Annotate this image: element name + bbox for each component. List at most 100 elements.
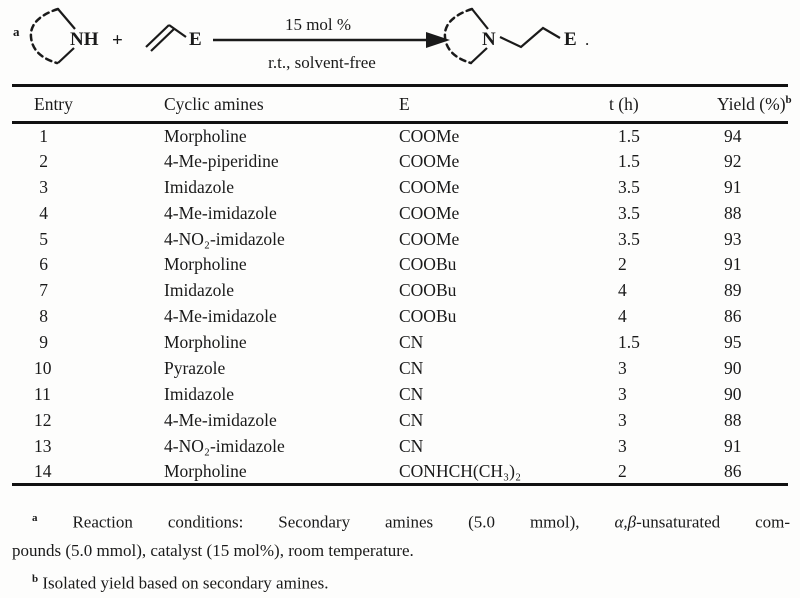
cell-e: COOMe <box>399 176 460 197</box>
dashed-ring-icon <box>29 7 60 65</box>
yield-header-text: Yield (%) <box>717 93 786 114</box>
cell-entry: 1 <box>12 123 152 149</box>
cell-entry: 13 <box>12 433 152 459</box>
footnote-a-line2: pounds (5.0 mmol), catalyst (15 mol%), r… <box>12 540 414 560</box>
entry-number: 4 <box>39 202 48 223</box>
product-structure: N E . <box>443 7 589 65</box>
cell-cyclic-amine: 4-NO₂-imidazole <box>164 228 285 249</box>
cell-entry: 4 <box>12 200 152 226</box>
cell-entry: 7 <box>12 278 152 304</box>
cell-e: CN <box>399 332 424 353</box>
cell-time: 1.5 <box>618 332 640 353</box>
footnote-a-marker: a <box>32 512 38 524</box>
cell-entry: 5 <box>12 226 152 252</box>
cell-cyclic-amine: 4-Me-imidazole <box>164 409 277 430</box>
cell-yield: 90 <box>724 357 742 378</box>
footnote-a-greek: α,β <box>614 512 637 532</box>
cell-time: 3 <box>618 383 627 404</box>
cell-yield: 88 <box>724 409 742 430</box>
cell-cyclic-amine: Morpholine <box>164 254 247 275</box>
product-e-label: E <box>564 29 577 50</box>
cell-entry: 2 <box>12 148 152 174</box>
chain-bonds <box>499 26 561 49</box>
cell-time: 3.5 <box>618 228 640 249</box>
cell-e: COOMe <box>399 228 460 249</box>
table-row: 4 4-Me-imidazole COOMe 3.5 88 <box>12 200 788 226</box>
cell-yield: 90 <box>724 383 742 404</box>
cell-time: 4 <box>618 280 627 301</box>
double-bond-line <box>145 24 170 48</box>
cell-yield: 91 <box>724 176 742 197</box>
bond-line <box>168 24 187 38</box>
cell-cyclic-amine: Morpholine <box>164 332 247 353</box>
table-row: 3 Imidazole COOMe 3.5 91 <box>12 174 788 200</box>
cell-entry: 3 <box>12 174 152 200</box>
dashed-ring-icon <box>443 7 474 65</box>
results-table-container: Entry Cyclic amines E t (h) Yield (%)b 1… <box>12 84 792 487</box>
cell-entry: 12 <box>12 407 152 433</box>
entry-number: 6 <box>39 254 48 275</box>
cell-cyclic-amine: 4-NO₂-imidazole <box>164 435 285 456</box>
cell-time: 3 <box>618 409 627 430</box>
reaction-scheme: a NH + E 15 mol % r.t., solvent-free N E… <box>13 7 589 72</box>
cell-entry: 6 <box>12 252 152 278</box>
scheme-period: . <box>585 30 589 49</box>
footnotes: a Reaction conditions: Secondary amines … <box>12 504 790 597</box>
entry-number: 11 <box>34 383 51 404</box>
cell-yield: 91 <box>724 435 742 456</box>
entry-number: 3 <box>39 176 48 197</box>
cell-cyclic-amine: 4-Me-piperidine <box>164 150 279 171</box>
entry-number: 10 <box>34 357 52 378</box>
bond-line <box>470 47 488 64</box>
cell-e: COOBu <box>399 280 457 301</box>
entry-number: 5 <box>39 228 48 249</box>
cell-cyclic-amine: 4-Me-imidazole <box>164 202 277 223</box>
footnote-b-text: Isolated yield based on secondary amines… <box>42 573 329 593</box>
cell-e: COOMe <box>399 125 460 146</box>
cell-cyclic-amine: Imidazole <box>164 383 234 404</box>
entry-number: 9 <box>39 332 48 353</box>
cell-yield: 93 <box>724 228 742 249</box>
table-row: 10 Pyrazole CN 3 90 <box>12 356 788 382</box>
alkene-structure: E <box>145 24 202 52</box>
cell-cyclic-amine: Morpholine <box>164 460 247 481</box>
footnote-a-text-post: -unsaturated com- <box>636 512 791 532</box>
col-header-e: E <box>389 85 599 124</box>
table-row: 12 4-Me-imidazole CN 3 88 <box>12 407 788 433</box>
reaction-arrow: 15 mol % r.t., solvent-free <box>213 15 450 72</box>
table-row: 8 4-Me-imidazole COOBu 4 86 <box>12 304 788 330</box>
table-row: 1 Morpholine COOMe 1.5 94 <box>12 123 788 149</box>
double-bond-line <box>150 28 175 52</box>
table-row: 7 Imidazole COOBu 4 89 <box>12 278 788 304</box>
col-header-yield: Yield (%)b <box>707 85 792 124</box>
amine-nh-label: NH <box>70 29 99 50</box>
footnote-a-text-pre: Reaction conditions: Secondary amines (5… <box>72 512 615 532</box>
conditions-above: 15 mol % <box>285 15 351 34</box>
cell-cyclic-amine: Pyrazole <box>164 357 226 378</box>
entry-number: 13 <box>34 435 52 456</box>
product-n-label: N <box>482 29 496 50</box>
footnote-a-line1: a Reaction conditions: Secondary amines … <box>12 504 790 537</box>
entry-number: 14 <box>34 460 52 481</box>
cell-e: COOBu <box>399 254 457 275</box>
cell-cyclic-amine: 4-Me-imidazole <box>164 306 277 327</box>
footnote-b: b Isolated yield based on secondary amin… <box>12 565 790 598</box>
cell-yield: 86 <box>724 460 742 481</box>
cell-time: 3.5 <box>618 202 640 223</box>
table-row: 11 Imidazole CN 3 90 <box>12 381 788 407</box>
col-header-time: t (h) <box>599 85 707 124</box>
conditions-below: r.t., solvent-free <box>268 53 376 72</box>
cell-e: CN <box>399 383 424 404</box>
entry-number: 8 <box>39 306 48 327</box>
cell-time: 1.5 <box>618 125 640 146</box>
cell-time: 2 <box>618 254 627 275</box>
cell-yield: 89 <box>724 280 742 301</box>
cyclic-amine-structure: NH <box>29 7 99 65</box>
cell-time: 1.5 <box>618 150 640 171</box>
cell-e: CN <box>399 435 424 456</box>
arrow-head-icon <box>426 32 450 48</box>
cell-e: COOMe <box>399 202 460 223</box>
cell-entry: 10 <box>12 356 152 382</box>
table-row: 14 Morpholine CONHCH(CH₃)₂ 2 86 <box>12 459 788 485</box>
